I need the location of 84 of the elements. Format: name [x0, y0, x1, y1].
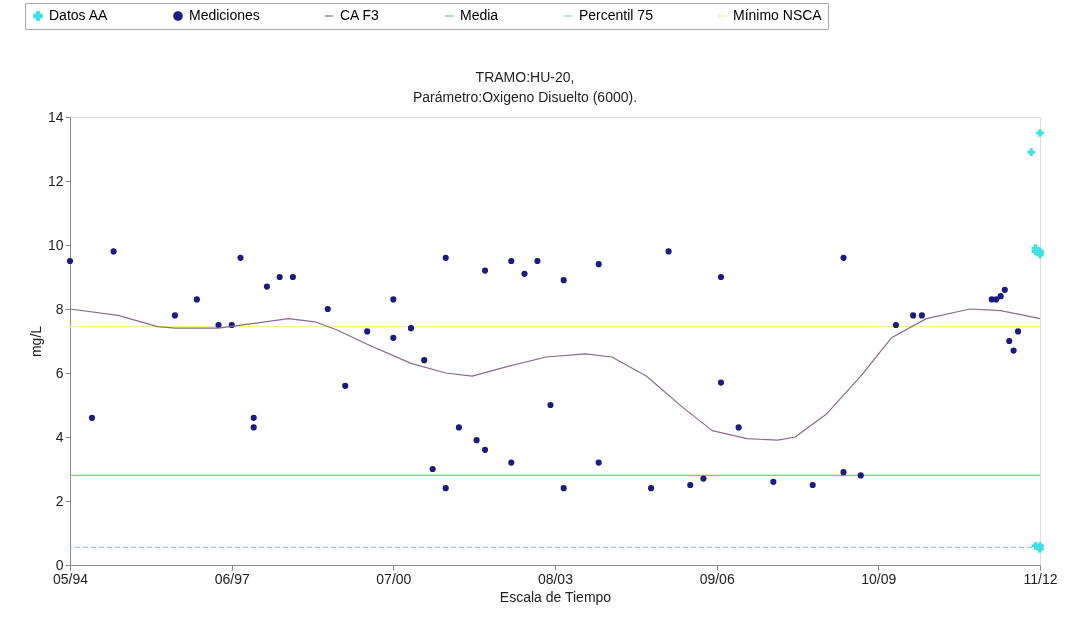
point — [342, 382, 349, 389]
point — [857, 472, 864, 479]
x-tick-label: 07/00 — [376, 570, 412, 587]
point — [1027, 148, 1036, 157]
point — [687, 481, 694, 489]
point — [892, 321, 899, 329]
point — [1010, 347, 1017, 354]
point — [66, 257, 74, 265]
x-axis-title: Escala de Tiempo — [499, 588, 612, 605]
point — [770, 478, 777, 485]
point — [473, 437, 480, 444]
y-tick-label: 12 — [47, 172, 64, 189]
point — [390, 334, 397, 341]
point — [809, 481, 816, 489]
point — [910, 312, 917, 319]
point — [665, 248, 672, 255]
chart-subtitle: Parámetro:Oxigeno Disuelto (6000). — [412, 88, 638, 105]
y-tick-label: 8 — [55, 300, 64, 317]
chart-title: TRAMO:HU-20, — [475, 68, 575, 85]
point — [215, 321, 222, 329]
x-tick-label: 08/03 — [537, 570, 574, 587]
x-tick-label: 10/09 — [861, 570, 897, 587]
point — [547, 401, 554, 409]
y-axis-title: mg/L — [27, 325, 44, 358]
point — [481, 267, 489, 274]
y-tick-label: 4 — [55, 428, 64, 445]
point — [700, 475, 707, 482]
point — [534, 257, 541, 265]
y-tick-label: 2 — [55, 492, 64, 509]
point — [521, 270, 528, 277]
point — [1036, 129, 1044, 137]
point — [1006, 337, 1013, 345]
x-tick-label: 05/94 — [52, 570, 89, 587]
point — [1014, 328, 1022, 335]
point — [717, 273, 725, 281]
legend-label: Media — [460, 7, 499, 23]
point — [508, 459, 515, 466]
point — [289, 273, 296, 281]
point — [508, 257, 515, 265]
line-series — [69, 308, 1041, 441]
point — [263, 283, 270, 290]
point — [250, 414, 257, 421]
point — [560, 485, 567, 492]
point — [840, 469, 847, 476]
legend-label: CA F3 — [340, 7, 380, 23]
point — [421, 357, 428, 364]
point — [407, 325, 415, 332]
point — [997, 293, 1004, 300]
point — [364, 328, 371, 335]
point — [324, 305, 331, 313]
point — [735, 424, 742, 431]
legend-label: Mediciones — [189, 7, 260, 23]
point — [648, 485, 655, 492]
point — [442, 485, 449, 492]
point — [276, 273, 283, 281]
point — [717, 379, 725, 386]
legend-label: Mínimo NSCA — [733, 7, 823, 23]
point — [193, 296, 200, 303]
y-tick-label: 14 — [47, 108, 64, 125]
x-tick-label: 06/97 — [214, 570, 250, 587]
point — [250, 424, 257, 431]
y-tick-label: 0 — [55, 556, 64, 573]
point — [455, 424, 462, 431]
point — [595, 459, 602, 466]
point — [560, 277, 567, 284]
y-tick-label: 6 — [55, 364, 64, 381]
point — [918, 312, 925, 319]
legend-label: Percentil 75 — [579, 7, 654, 23]
point — [88, 414, 96, 421]
point — [1001, 286, 1008, 293]
point — [429, 465, 436, 473]
point — [171, 312, 178, 319]
x-tick-label: 11/12 — [1023, 570, 1058, 587]
point — [840, 254, 847, 261]
point — [390, 296, 397, 303]
point — [993, 296, 1000, 303]
legend-label: Datos AA — [49, 7, 109, 23]
point — [481, 446, 489, 453]
point — [237, 254, 244, 261]
x-tick-label: 09/06 — [699, 570, 735, 587]
point — [110, 248, 117, 255]
point — [442, 254, 449, 261]
point — [595, 261, 602, 268]
y-tick-label: 10 — [47, 236, 64, 253]
